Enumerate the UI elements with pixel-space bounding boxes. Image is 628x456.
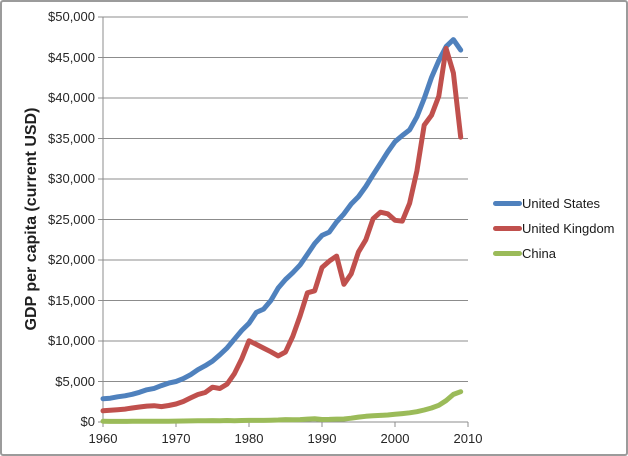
legend-label: China <box>522 246 556 261</box>
y-tick-label: $20,000 <box>48 252 95 267</box>
x-tick-label: 1960 <box>88 431 118 446</box>
y-tick-label: $25,000 <box>48 211 95 227</box>
series-line-china <box>100 389 464 424</box>
y-tick-label: $0 <box>80 414 95 429</box>
legend-item-united-states: United States <box>493 191 615 216</box>
y-tick-label: $45,000 <box>48 49 95 65</box>
legend-line-swatch <box>493 226 522 231</box>
y-tick-label: $40,000 <box>48 90 95 105</box>
series-line-united-states <box>100 37 464 402</box>
x-tick-label: 2010 <box>453 431 483 446</box>
x-tick-label: 2000 <box>380 431 410 446</box>
y-tick-label: $5,000 <box>55 373 95 389</box>
series-line-united-kingdom <box>100 45 464 414</box>
y-tick-label: $15,000 <box>48 292 95 308</box>
x-tick-label: 1980 <box>234 431 264 446</box>
y-tick-label: $35,000 <box>48 130 95 146</box>
legend-label: United States <box>522 196 601 211</box>
legend-line-swatch <box>493 251 522 256</box>
y-tick-label: $50,000 <box>48 9 95 24</box>
legend-item-united-kingdom: United Kingdom <box>493 216 615 241</box>
y-tick-label: $10,000 <box>48 333 95 348</box>
legend-line-swatch <box>493 201 522 206</box>
legend: United States United Kingdom China <box>493 191 615 266</box>
legend-label: United Kingdom <box>522 221 615 236</box>
x-tick-label: 1970 <box>161 431 191 446</box>
y-tick-label: $30,000 <box>48 171 95 186</box>
x-tick-label: 1990 <box>307 431 337 446</box>
legend-item-china: China <box>493 241 615 266</box>
